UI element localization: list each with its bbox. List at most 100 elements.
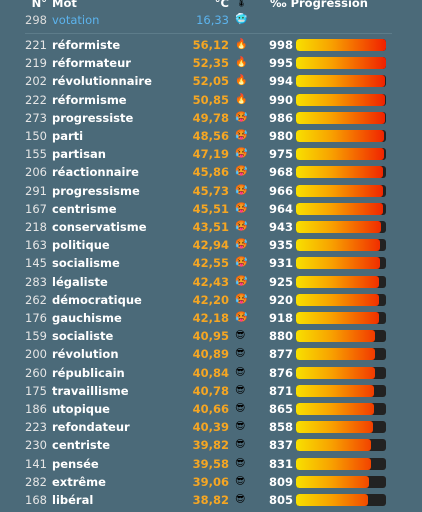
progress-bar [296, 439, 372, 452]
row-num: 218 [25, 220, 47, 234]
progress-track [296, 39, 386, 51]
progress-bar [296, 457, 371, 470]
row-word: réformisme [52, 92, 127, 107]
progress-bar [296, 384, 375, 397]
progress-bar [296, 348, 375, 361]
row-temp: 42,18 [192, 311, 229, 325]
row-word: légaliste [52, 274, 108, 289]
row-temp: 52,35 [192, 56, 229, 71]
progress-bar [296, 421, 374, 434]
progress-track [296, 111, 386, 124]
row-word: refondateur [52, 420, 130, 435]
progress-bar [296, 148, 384, 161]
progress-track [296, 93, 386, 106]
row-progress: 876 [268, 365, 293, 380]
row-temp: 40,95 [192, 329, 229, 344]
row-progress: 871 [268, 383, 293, 398]
row-progress: 964 [268, 201, 293, 216]
row-progress: 966 [268, 183, 293, 198]
row-progress: 831 [268, 456, 293, 471]
row-temp: 40,84 [192, 365, 229, 380]
row-progress: 865 [268, 402, 293, 416]
header-num: N° [31, 0, 47, 10]
progress-bar [296, 202, 383, 215]
row-temp: 42,20 [192, 292, 229, 307]
row-icon: 😎 [235, 403, 246, 414]
row-num: 223 [25, 420, 47, 435]
progress-track [296, 348, 386, 361]
separator [25, 33, 392, 34]
row-progress: 925 [268, 274, 293, 289]
row-icon: 😎 [235, 348, 246, 360]
row-temp: 48,56 [192, 129, 229, 143]
row-num: 168 [25, 493, 47, 507]
row-num: 260 [25, 365, 47, 380]
row-num: 222 [25, 92, 47, 107]
row-num: 221 [25, 38, 47, 52]
row-num: 167 [25, 201, 47, 216]
progress-track [296, 312, 386, 324]
row-progress: 920 [268, 292, 293, 307]
row-word: gauchisme [52, 311, 122, 325]
row-num: 219 [25, 56, 47, 71]
row-icon: 😎 [235, 494, 246, 505]
progress-bar [296, 184, 383, 197]
row-progress: 995 [268, 56, 293, 71]
row-progress: 858 [268, 420, 293, 435]
progress-track [296, 75, 386, 88]
row-num: 155 [25, 147, 47, 162]
progress-bar [296, 75, 386, 88]
row-icon: 🔥 [235, 75, 248, 87]
row-icon: 🥵 [235, 184, 248, 196]
row-num: 186 [25, 402, 47, 416]
row-word: réformiste [52, 38, 121, 52]
row-icon: 🥵 [235, 293, 248, 305]
row-progress: 918 [268, 311, 293, 325]
row-icon: 😎 [235, 439, 246, 451]
row-num: 150 [25, 129, 47, 143]
row-progress: 990 [268, 92, 293, 107]
row-icon: 🥵 [235, 166, 248, 178]
row-word: centrisme [52, 201, 117, 216]
row-icon: 🥵 [235, 275, 248, 287]
progress-bar [296, 166, 384, 179]
progress-track [296, 494, 386, 506]
row-temp: 39,82 [192, 438, 229, 453]
progress-track [296, 184, 386, 197]
row-temp: 39,58 [192, 456, 229, 471]
row-word: démocratique [52, 292, 142, 307]
progress-bar [296, 57, 386, 70]
row-word: réactionnaire [52, 165, 139, 180]
row-icon: 🥵 [235, 312, 248, 323]
guess-num: 298 [25, 13, 47, 27]
row-num: 200 [25, 347, 47, 362]
row-icon: 😎 [235, 457, 246, 469]
row-icon: 🥵 [235, 257, 248, 269]
row-temp: 42,94 [192, 238, 229, 253]
header-icon: 🌡 [235, 0, 248, 8]
row-num: 282 [25, 474, 47, 489]
row-temp: 49,78 [192, 110, 229, 125]
progress-track [296, 330, 386, 343]
row-num: 159 [25, 329, 47, 344]
progress-bar [296, 93, 386, 106]
row-progress: 931 [268, 256, 293, 271]
row-num: 175 [25, 383, 47, 398]
row-progress: 805 [268, 493, 293, 507]
row-word: pensée [52, 456, 99, 471]
row-temp: 39,06 [192, 474, 229, 489]
header-word: Mot [52, 0, 77, 10]
row-num: 283 [25, 274, 47, 289]
row-num: 206 [25, 165, 47, 180]
guess-word: votation [52, 13, 100, 27]
row-icon: 😎 [235, 366, 246, 378]
row-progress: 837 [268, 438, 293, 453]
row-word: socialiste [52, 329, 114, 344]
guess-icon: 🥶 [235, 14, 248, 25]
row-temp: 45,51 [192, 201, 229, 216]
progress-bar [296, 221, 381, 233]
row-word: extrême [52, 474, 106, 489]
row-word: conservatisme [52, 220, 147, 234]
progress-track [296, 439, 386, 452]
